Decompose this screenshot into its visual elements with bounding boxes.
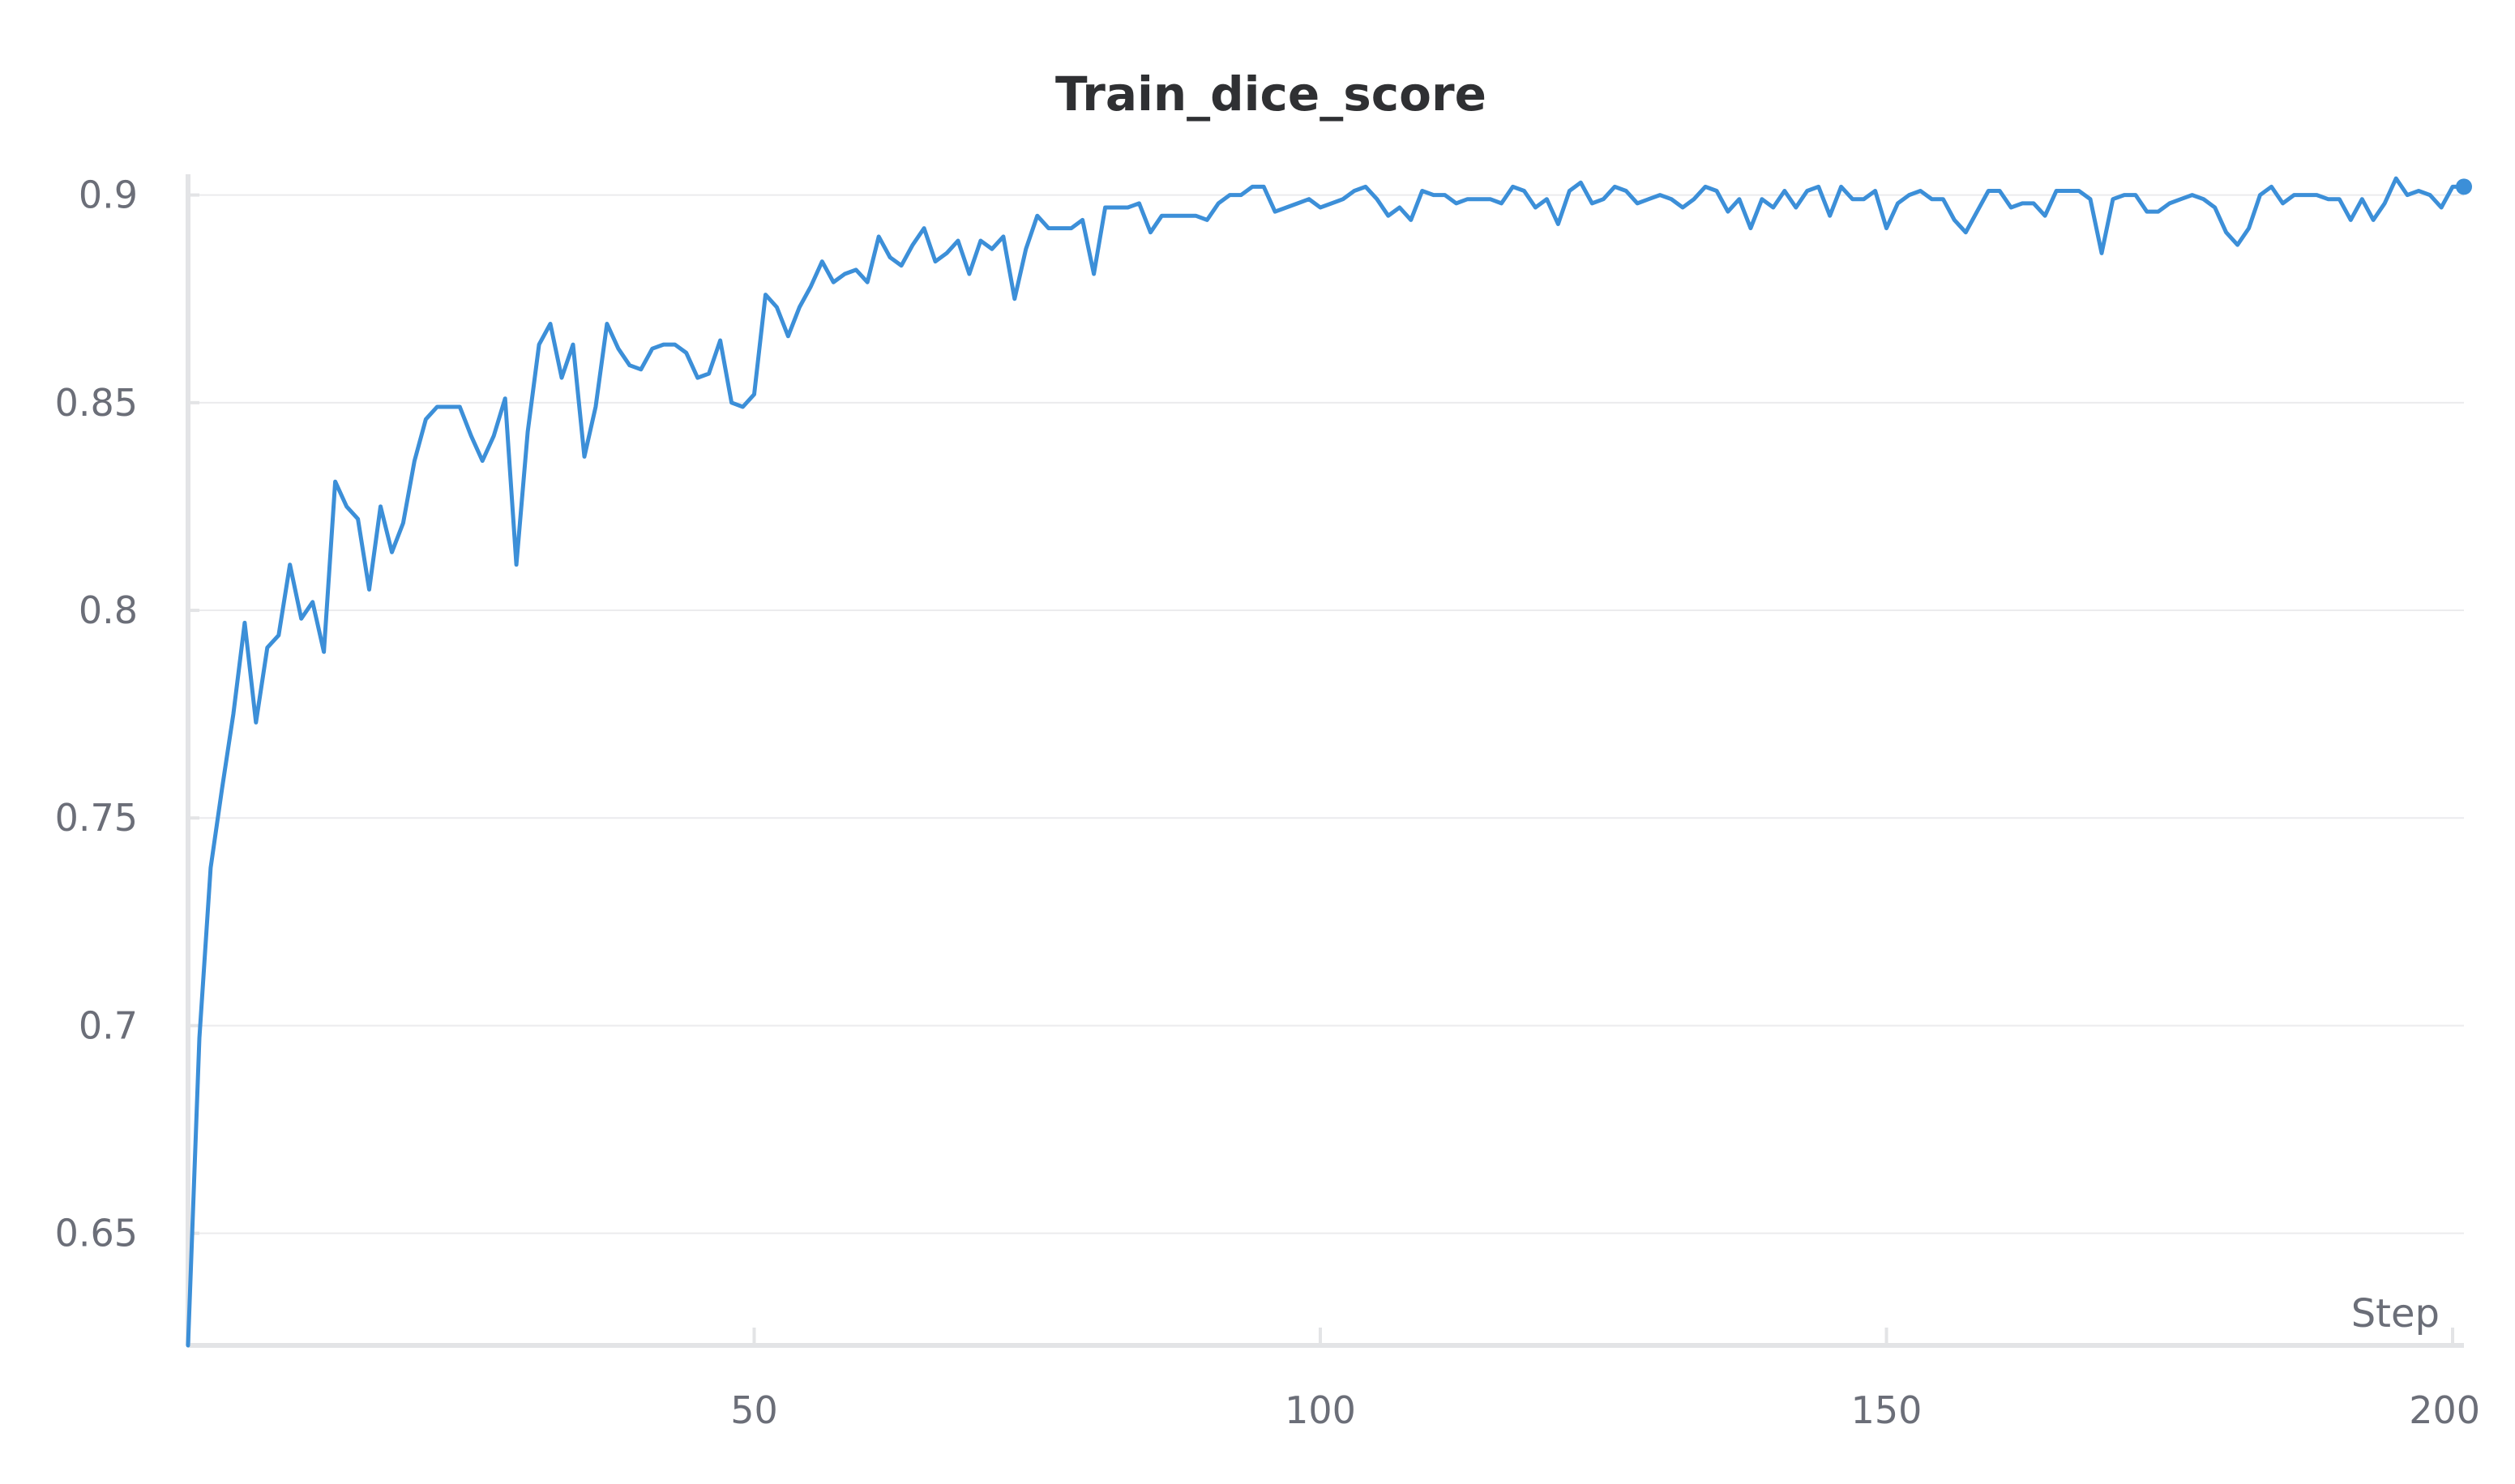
x-tick-label: 50: [730, 1388, 778, 1432]
x-tick-label: 100: [1285, 1388, 1356, 1432]
x-tick-label: 200: [2409, 1388, 2480, 1432]
y-tick-label: 0.65: [55, 1212, 138, 1255]
series-layer: [186, 176, 2472, 1348]
series-last-point[interactable]: [2456, 178, 2472, 195]
y-axis-ticks: 0.65 0.7 0.75 0.8 0.85 0.9: [55, 173, 199, 1255]
x-tick-label: 150: [1851, 1388, 1923, 1432]
y-tick-label: 0.9: [79, 173, 138, 217]
x-axis-ticks: 50 100 150 200: [730, 1328, 2480, 1432]
series-line: [186, 176, 2466, 1348]
grid-lines: [188, 194, 2464, 1234]
y-tick-label: 0.7: [79, 1003, 138, 1047]
y-tick-label: 0.8: [79, 588, 138, 632]
chart-title: Train_dice_score: [1055, 66, 1486, 122]
y-tick-label: 0.85: [55, 381, 138, 425]
y-tick-label: 0.75: [55, 796, 138, 840]
x-axis-label: Step: [2351, 1291, 2440, 1336]
